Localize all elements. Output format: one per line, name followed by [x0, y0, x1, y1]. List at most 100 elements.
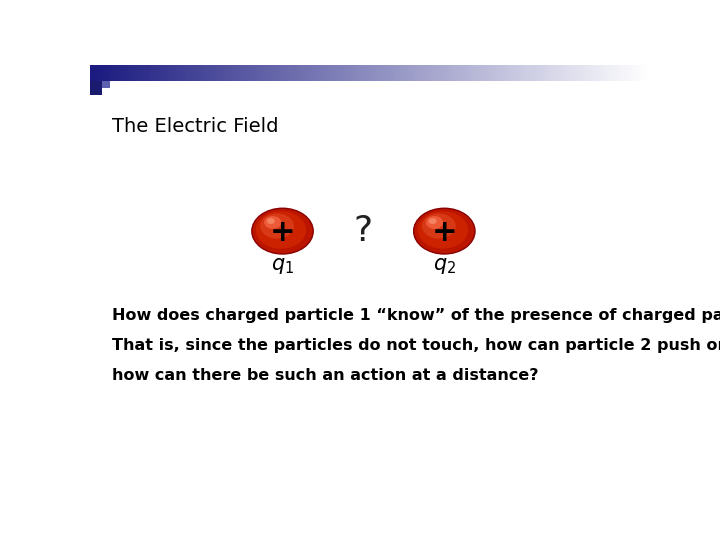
Text: $q_2$: $q_2$	[433, 256, 456, 276]
Bar	[182, 65, 185, 80]
Bar	[302, 65, 305, 80]
Bar	[255, 65, 258, 80]
Bar	[478, 65, 481, 80]
Bar	[213, 65, 215, 80]
Bar	[428, 65, 431, 80]
Bar	[233, 65, 235, 80]
Bar	[112, 65, 115, 80]
Bar	[645, 65, 648, 80]
Bar	[204, 65, 207, 80]
Bar	[531, 65, 534, 80]
Bar	[425, 65, 428, 80]
Bar	[483, 65, 486, 80]
Bar	[215, 65, 218, 80]
Bar	[642, 65, 645, 80]
Circle shape	[418, 211, 468, 249]
Bar	[578, 65, 581, 80]
Bar	[145, 65, 148, 80]
Bar	[523, 65, 526, 80]
Bar	[392, 65, 394, 80]
Bar	[124, 65, 126, 80]
Bar	[416, 65, 419, 80]
Text: +: +	[431, 218, 457, 247]
Bar	[316, 65, 319, 80]
Bar	[171, 65, 174, 80]
Bar	[447, 65, 450, 80]
Bar	[263, 65, 266, 80]
Bar	[498, 65, 500, 80]
Bar	[361, 65, 364, 80]
Bar	[313, 65, 316, 80]
Bar	[243, 65, 246, 80]
Bar	[411, 65, 413, 80]
Bar	[322, 65, 324, 80]
Bar	[553, 65, 556, 80]
Bar	[639, 65, 642, 80]
Bar	[559, 65, 562, 80]
Bar	[294, 65, 297, 80]
Bar	[461, 65, 464, 80]
Bar	[400, 65, 402, 80]
Bar	[93, 65, 96, 80]
Bar	[492, 65, 495, 80]
Bar	[584, 65, 587, 80]
Bar	[224, 65, 227, 80]
Bar	[464, 65, 467, 80]
Bar	[453, 65, 456, 80]
Text: +: +	[270, 218, 295, 247]
Bar	[240, 65, 243, 80]
Bar	[102, 80, 110, 87]
Bar	[405, 65, 408, 80]
Bar	[433, 65, 436, 80]
Bar	[199, 65, 202, 80]
Bar	[90, 80, 102, 94]
Bar	[107, 65, 109, 80]
Bar	[626, 65, 629, 80]
Text: $q_1$: $q_1$	[271, 256, 294, 276]
Bar	[500, 65, 503, 80]
Bar	[517, 65, 520, 80]
Bar	[347, 65, 349, 80]
Bar	[617, 65, 620, 80]
Bar	[600, 65, 603, 80]
Bar	[277, 65, 280, 80]
Bar	[115, 65, 118, 80]
Bar	[160, 65, 163, 80]
Bar	[288, 65, 291, 80]
Bar	[143, 65, 145, 80]
Bar	[567, 65, 570, 80]
Bar	[179, 65, 182, 80]
Bar	[526, 65, 528, 80]
Text: how can there be such an action at a distance?: how can there be such an action at a dis…	[112, 368, 539, 383]
Bar	[185, 65, 188, 80]
Bar	[467, 65, 469, 80]
Bar	[595, 65, 598, 80]
Bar	[444, 65, 447, 80]
Bar	[327, 65, 330, 80]
Bar	[291, 65, 294, 80]
Text: How does charged particle 1 “know” of the presence of charged particle 2?: How does charged particle 1 “know” of th…	[112, 308, 720, 323]
Bar	[258, 65, 260, 80]
Bar	[606, 65, 609, 80]
Bar	[397, 65, 400, 80]
Bar	[539, 65, 542, 80]
Bar	[508, 65, 511, 80]
Bar	[377, 65, 380, 80]
Bar	[534, 65, 536, 80]
Bar	[436, 65, 438, 80]
Bar	[511, 65, 514, 80]
Bar	[336, 65, 338, 80]
Bar	[550, 65, 553, 80]
Bar	[300, 65, 302, 80]
Bar	[282, 65, 285, 80]
Bar	[352, 65, 355, 80]
Bar	[238, 65, 240, 80]
Bar	[623, 65, 626, 80]
Circle shape	[428, 218, 436, 224]
Bar	[545, 65, 547, 80]
Bar	[260, 65, 263, 80]
Bar	[612, 65, 615, 80]
Bar	[587, 65, 590, 80]
Bar	[338, 65, 341, 80]
Bar	[246, 65, 249, 80]
